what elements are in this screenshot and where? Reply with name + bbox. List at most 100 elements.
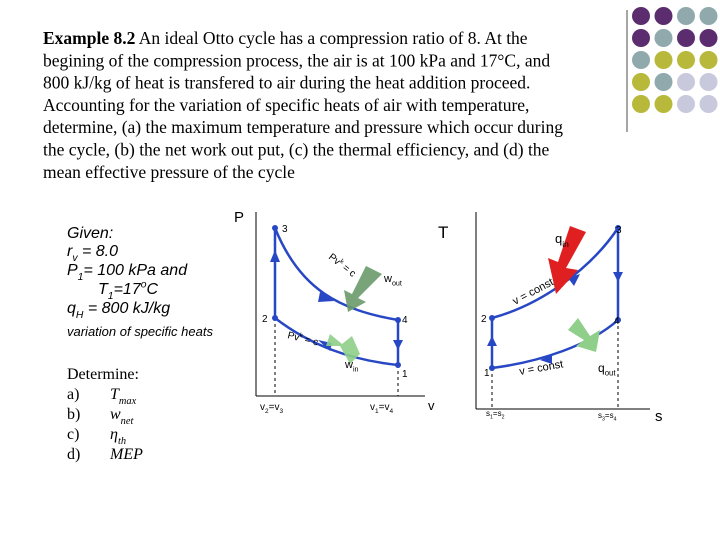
dot [632,95,650,113]
given-item: rv​ = 8.0 [67,243,118,264]
text-segment: 3 [282,224,288,235]
diagram-label: qin​ [555,231,569,249]
dot [632,73,650,91]
text-segment: = 100 kPa and [83,262,188,279]
text-segment: = 8.0 [78,243,119,260]
dot [677,73,695,91]
dot [654,73,673,91]
text-segment: in [562,239,569,249]
text-segment: 2 [262,314,268,325]
text-segment: 1 [490,414,493,420]
dot [699,51,718,69]
text-segment: in [353,365,359,373]
diagram-label: 4 [614,316,620,327]
text-segment: max [119,396,137,407]
diagram-label: s1​=s2​ [486,409,505,420]
text-segment: s [486,409,490,418]
problem-text: begining of the compression process, the… [43,50,550,70]
determine-item: MEP [109,446,143,463]
text-segment: w [383,273,392,285]
ts-diagram [475,212,650,410]
text-segment: v [72,253,78,264]
diagram-label: s3​=s4​ [598,411,617,422]
diagram-label: win​ [344,359,359,373]
text-segment: =s [605,411,614,420]
text-segment: 3 [279,408,283,415]
diagram-label: wout​ [383,273,402,287]
dot [632,29,650,47]
text-segment: r [67,243,73,260]
text-segment: q [555,231,562,246]
text-segment: C [146,281,158,298]
axis-label: v [428,398,435,413]
text-segment: 1 [402,369,408,380]
problem-line: 800 kJ/kg of heat is transfered to air d… [43,73,530,93]
given-item: T1​=17o​C [98,280,158,302]
dot [699,95,718,113]
dot [632,51,650,69]
diagram-label: 1 [484,368,490,379]
text-segment: 1 [375,408,379,415]
diagram-label: 2 [481,314,487,325]
pv-diagram [255,212,425,397]
text-segment: = 800 kJ/kg [83,300,170,317]
text-segment: =s [493,409,502,418]
text-segment: 1 [484,368,490,379]
diagram-label: 2 [262,314,268,325]
text-segment: net [121,416,135,427]
problem-line: Accounting for the variation of specific… [43,95,529,115]
text-segment: out [605,369,617,378]
dot [677,51,695,69]
dot [677,95,695,113]
text-segment: o [141,280,147,291]
determine-letter: d) [67,446,80,463]
text-segment: th [118,436,126,447]
text-segment: T [98,281,109,298]
dot [632,7,650,25]
dot [654,51,673,69]
text-segment: 2 [502,414,505,420]
text-segment: η [110,426,118,443]
axis-label: P [234,209,244,226]
text-segment: w [110,406,121,423]
determine-item: Tmax​ [110,386,137,407]
given-note: variation of specific heats [67,324,213,339]
decoration [632,7,718,113]
dot [677,29,695,47]
axis-label: s [655,408,663,425]
determine-heading: Determine: [67,366,139,383]
diagram-label: Pvk​ = c [286,329,319,348]
dot [699,7,718,25]
problem-line: mean effective pressure of the cycle [43,162,295,182]
text-segment: 3 [602,416,605,422]
text-segment: 4 [389,408,393,415]
problem-text: An ideal Otto cycle has a compression ra… [135,28,527,48]
dot [654,95,673,113]
text-segment: s [598,411,602,420]
text-segment: 1 [108,291,114,302]
given-heading: Given: [67,225,113,242]
diagram-label: v2​=v3​ [260,402,283,415]
diagram-label: 3 [282,224,288,235]
determine-item: wnet​ [110,406,134,427]
dot [654,7,673,25]
given-item: qH​ = 800 kJ/kg [67,300,170,321]
text-segment: Pv [286,330,300,343]
text-segment: P [67,262,78,279]
text-segment: =v [269,402,280,413]
text-segment: k [299,332,305,340]
problem-line: Example 8.2 An ideal Otto cycle has a co… [43,28,528,48]
text-segment: 4 [614,316,620,327]
dot [699,73,718,91]
diagram-label: Pvk​ = c [326,251,358,280]
text-segment: q [598,361,605,375]
problem-line: determine, (a) the maximum temperature a… [43,117,563,137]
problem-line: the cycle, (b) the net work out put, (c)… [43,140,550,160]
dot [699,29,718,47]
text-segment: T [110,386,120,403]
determine-letter: c) [67,426,79,443]
determine-item: ηth​ [110,426,126,447]
text-segment: v [260,402,265,413]
